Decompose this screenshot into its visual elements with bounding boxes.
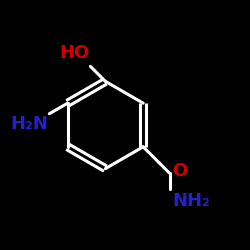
Text: H₂N: H₂N xyxy=(10,115,48,133)
Text: O: O xyxy=(172,162,188,180)
Text: NH₂: NH₂ xyxy=(172,192,210,210)
Text: HO: HO xyxy=(59,44,89,62)
